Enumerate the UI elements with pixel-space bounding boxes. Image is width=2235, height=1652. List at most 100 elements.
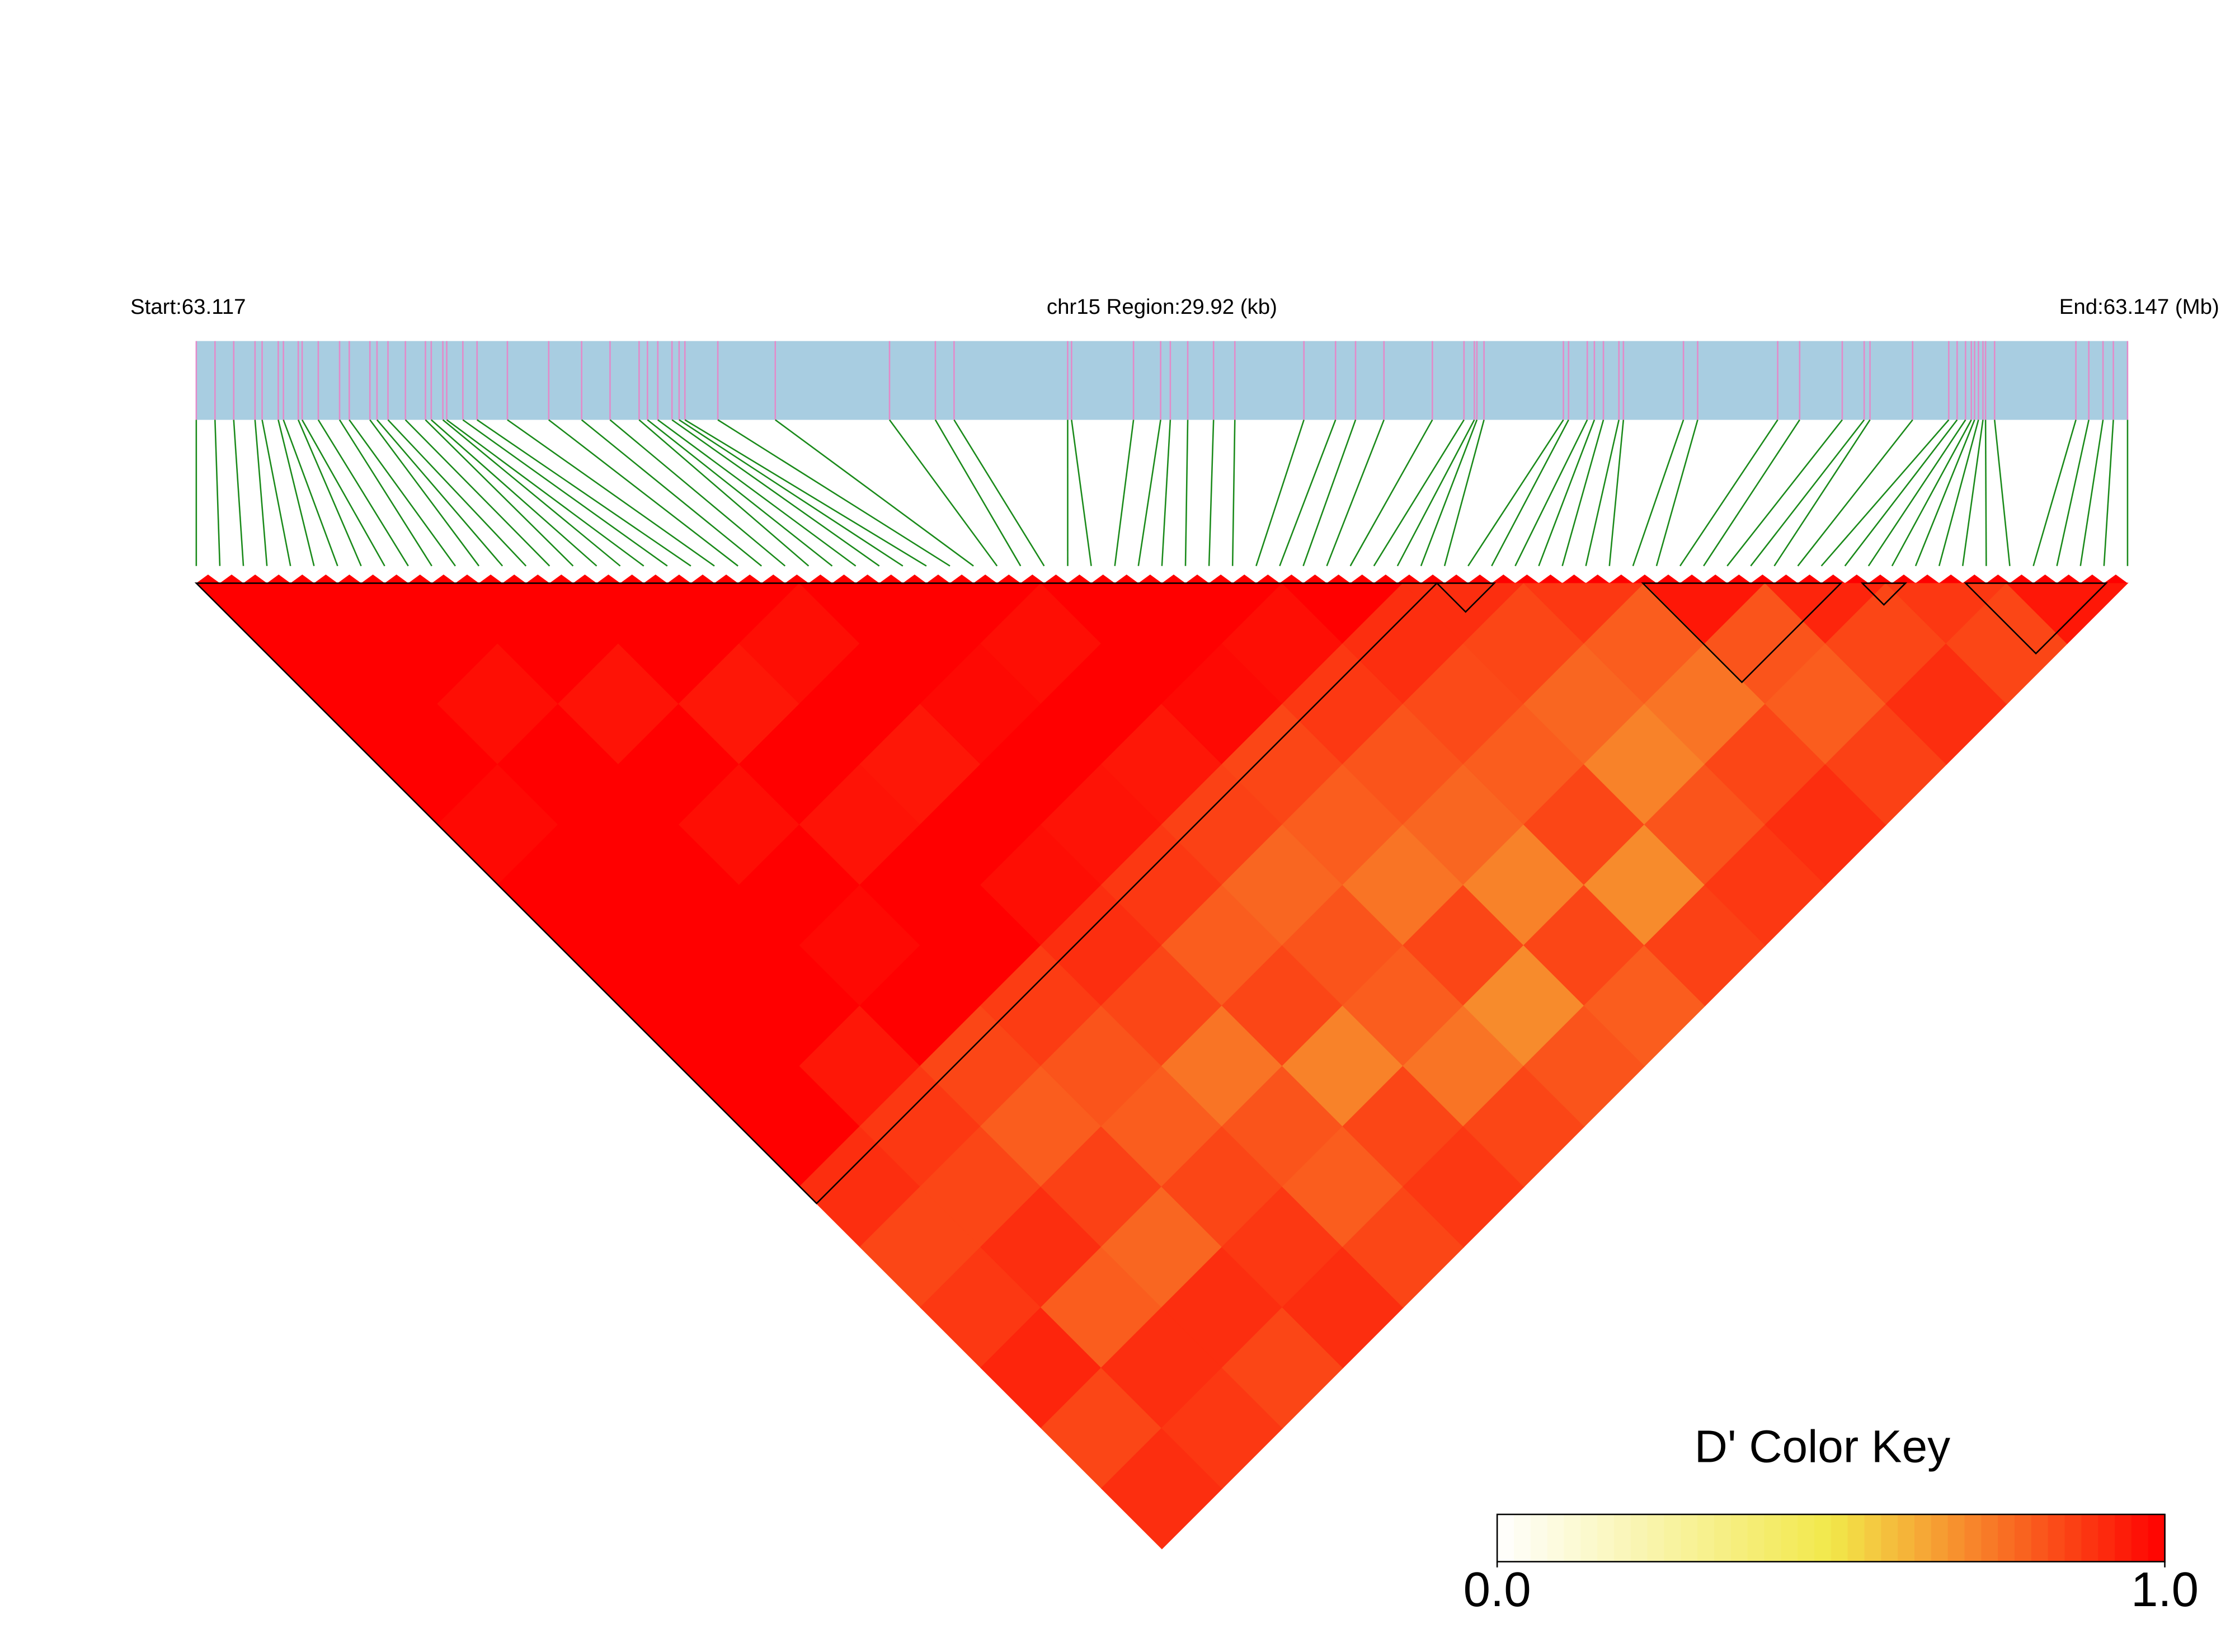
- snp-connector: [1114, 420, 1135, 566]
- snp-connector: [1773, 419, 1871, 567]
- snp-cap: [2104, 575, 2128, 583]
- snp-cap: [1279, 575, 1304, 583]
- snp-connector: [1161, 420, 1171, 566]
- snp-cap: [384, 575, 408, 583]
- snp-cap: [808, 575, 832, 583]
- snp-cap: [1420, 575, 1445, 583]
- snp-connector: [679, 419, 904, 567]
- snp-cap: [337, 575, 361, 583]
- snp-connector: [581, 419, 763, 567]
- snp-connector: [297, 419, 362, 567]
- snp-cap: [1939, 575, 1963, 583]
- snp-cap: [1185, 575, 1210, 583]
- snp-connector: [387, 419, 527, 567]
- colorbar-step: [1747, 1514, 1765, 1562]
- snp-connector: [1984, 420, 1987, 566]
- snp-cap: [1091, 575, 1115, 583]
- snp-connector: [1231, 420, 1236, 566]
- colorbar-step: [1898, 1514, 1916, 1562]
- ld-block-outline: [1641, 582, 1843, 684]
- colorbar-step: [1881, 1514, 1899, 1562]
- snp-connector: [953, 419, 1045, 567]
- snp-connector: [671, 419, 880, 567]
- snp-cap: [1704, 575, 1728, 583]
- colorbar-step: [1730, 1514, 1748, 1562]
- snp-cap: [2080, 575, 2104, 583]
- snp-connector: [277, 420, 315, 567]
- colorbar-step: [1981, 1514, 1999, 1562]
- colorbar-step: [1847, 1514, 1865, 1562]
- snp-cap: [1986, 575, 2010, 583]
- snp-connector: [1137, 420, 1161, 566]
- colorbar-tick-label: 0.0: [1464, 1562, 1531, 1617]
- snp-cap: [1114, 575, 1138, 583]
- snp-cap: [1232, 575, 1257, 583]
- snp-connector: [638, 419, 810, 567]
- snp-connector: [1726, 419, 1843, 567]
- snp-cap: [1044, 575, 1068, 583]
- snp-connector: [1467, 419, 1564, 567]
- snp-cap: [1798, 575, 1822, 583]
- snp-cap: [1161, 575, 1185, 583]
- snp-connector: [233, 420, 244, 566]
- snp-connector: [283, 420, 338, 567]
- colorbar-step: [1697, 1514, 1715, 1562]
- snp-cap: [1138, 575, 1162, 583]
- snp-cap: [1891, 575, 1916, 583]
- ld-block-outline: [1435, 582, 1497, 613]
- snp-connector: [1538, 420, 1596, 567]
- ld-block-outline: [1964, 582, 2108, 655]
- snp-connector: [1750, 419, 1865, 567]
- snp-cap: [219, 575, 244, 583]
- snp-cap: [1444, 575, 1469, 583]
- colorbar-step: [2081, 1514, 2099, 1562]
- snp-connector: [1608, 420, 1625, 566]
- end-label: End:63.147 (Mb): [2059, 295, 2219, 319]
- snp-connector: [477, 419, 691, 567]
- snp-cap: [1515, 575, 1539, 583]
- snp-connector: [1993, 420, 2011, 566]
- colorbar-step: [1547, 1514, 1565, 1562]
- snp-connector: [317, 419, 409, 567]
- snp-cap: [1373, 575, 1398, 583]
- snp-connector: [717, 419, 951, 567]
- snp-connector: [1938, 420, 1979, 567]
- snp-cap: [267, 575, 291, 583]
- snp-cap: [196, 575, 220, 583]
- snp-connector: [1844, 419, 1958, 567]
- snp-cap: [573, 575, 597, 583]
- colorbar-step: [1931, 1514, 1949, 1562]
- snp-cap: [1468, 575, 1492, 583]
- region-bar: [196, 341, 2128, 420]
- snp-cap: [926, 575, 950, 583]
- snp-cap: [1774, 575, 1798, 583]
- snp-cap: [479, 575, 503, 583]
- snp-cap: [408, 575, 432, 583]
- snp-cap: [361, 575, 385, 583]
- colorbar-step: [1998, 1514, 2016, 1562]
- colorbar-tick-label: 1.0: [2131, 1562, 2199, 1617]
- snp-connector: [1914, 420, 1975, 567]
- snp-connector: [684, 419, 927, 567]
- ld-block-outline: [194, 582, 1439, 1205]
- colorbar-step: [2098, 1514, 2116, 1562]
- colorbar-step: [1647, 1514, 1665, 1562]
- region-label: chr15 Region:29.92 (kb): [1047, 295, 1277, 319]
- colorbar-step: [2031, 1514, 2049, 1562]
- snp-connector: [1184, 420, 1189, 566]
- snp-cap: [502, 575, 526, 583]
- snp-cap: [1303, 575, 1327, 583]
- snp-cap: [690, 575, 715, 583]
- snp-cap: [1609, 575, 1633, 583]
- snp-connector: [1279, 420, 1337, 567]
- snp-connector: [462, 419, 668, 567]
- snp-connector: [609, 419, 786, 567]
- snp-connector: [548, 419, 738, 567]
- snp-cap: [243, 575, 267, 583]
- snp-cap: [997, 575, 1021, 583]
- snp-cap: [1397, 575, 1421, 583]
- colorbar-step: [2048, 1514, 2065, 1562]
- snp-connector: [934, 419, 1022, 567]
